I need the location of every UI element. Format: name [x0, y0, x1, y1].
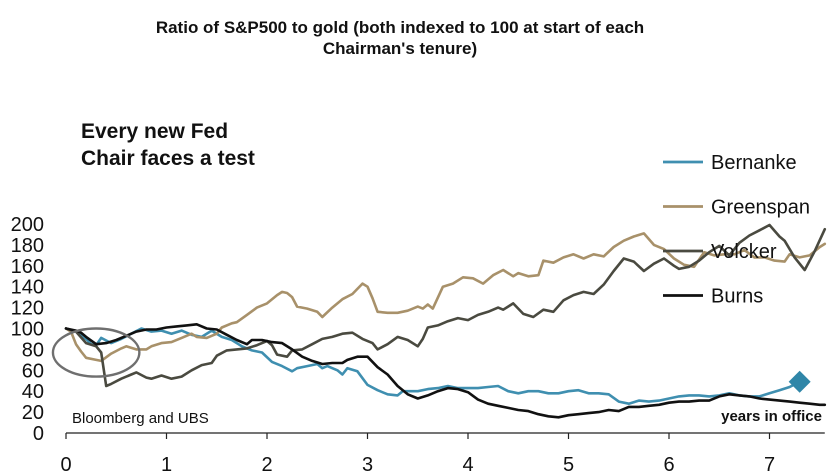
chart-title-line-2: Chairman's tenure): [323, 39, 477, 58]
legend-label-volcker: Volcker: [711, 241, 777, 263]
x-tick-label: 7: [764, 454, 775, 476]
legend-label-burns: Burns: [711, 286, 763, 308]
y-tick-label: 80: [22, 339, 44, 361]
x-tick-label: 2: [261, 454, 272, 476]
x-tick-label: 4: [462, 454, 473, 476]
series-line-burns: [64, 323, 827, 419]
x-axis-ticks: 0 1 2 3 4 5 6 7: [60, 433, 775, 476]
legend: Bernanke Greenspan Volcker Burns: [663, 152, 810, 308]
annotation-line-1: Every new Fed: [81, 120, 228, 143]
series-line-bernanke: [64, 327, 801, 405]
y-tick-label: 20: [22, 402, 44, 424]
x-tick-label: 0: [60, 454, 71, 476]
x-tick-label: 1: [161, 454, 172, 476]
x-axis-label: years in office: [721, 408, 822, 425]
y-tick-label: 0: [33, 423, 44, 445]
y-tick-label: 140: [11, 277, 44, 299]
y-tick-label: 40: [22, 381, 44, 403]
y-tick-label: 60: [22, 360, 44, 382]
legend-label-bernanke: Bernanke: [711, 152, 797, 174]
latest-value-marker: [788, 370, 811, 393]
highlight-ellipse: [51, 327, 141, 378]
y-tick-label: 100: [11, 319, 44, 341]
chart-title-line-1: Ratio of S&P500 to gold (both indexed to…: [156, 18, 644, 37]
series-line-greenspan: [64, 232, 827, 363]
series-line-volcker: [64, 223, 827, 388]
y-tick-label: 200: [11, 214, 44, 236]
source-note: Bloomberg and UBS: [72, 410, 209, 427]
y-tick-label: 160: [11, 256, 44, 278]
x-tick-label: 6: [663, 454, 674, 476]
annotation-line-2: Chair faces a test: [81, 147, 255, 170]
x-tick-label: 3: [362, 454, 373, 476]
legend-label-greenspan: Greenspan: [711, 197, 810, 219]
x-tick-label: 5: [563, 454, 574, 476]
series-lines: [64, 223, 827, 419]
y-tick-label: 180: [11, 235, 44, 257]
y-tick-label: 120: [11, 298, 44, 320]
